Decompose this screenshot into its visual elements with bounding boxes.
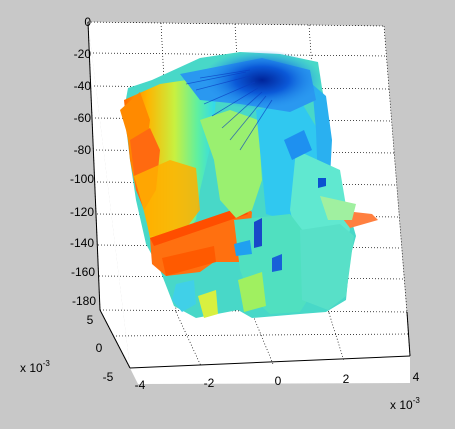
x-tick-3: 2 (343, 372, 350, 386)
z-tick-8: -160 (71, 265, 95, 279)
axes-frame (87, 21, 411, 369)
x-tick-0: -4 (135, 378, 146, 392)
z-tick-7: -140 (70, 236, 94, 250)
y-tick-1: 0 (96, 341, 103, 355)
z-tick-2: -40 (74, 79, 92, 93)
z-tick-9: -180 (72, 294, 96, 308)
z-tick-5: -100 (70, 172, 94, 186)
z-tick-3: -60 (74, 111, 92, 125)
z-tick-1: -20 (74, 47, 92, 61)
x-tick-1: -2 (204, 376, 215, 390)
x-tick-4: 4 (413, 370, 420, 384)
x-axis-multiplier: x 10-3 (390, 396, 420, 412)
z-tick-0: 0 (84, 15, 91, 29)
z-tick-6: -120 (70, 205, 94, 219)
axes-floor-panel (130, 356, 410, 384)
y-axis-multiplier: x 10-3 (20, 359, 50, 375)
y-tick-2: -5 (103, 370, 114, 384)
z-tick-4: -80 (74, 143, 92, 157)
x-tick-2: 0 (275, 374, 282, 388)
y-axis-ticks: 5 0 -5 (87, 313, 114, 384)
surface-plot (120, 50, 378, 318)
axes-left-panel (88, 22, 130, 368)
z-axis-ticks: 0 -20 -40 -60 -80 -100 -120 -140 -160 -1… (70, 15, 96, 308)
y-tick-0: 5 (87, 313, 94, 327)
x-axis-ticks: -4 -2 0 2 4 (135, 370, 420, 392)
